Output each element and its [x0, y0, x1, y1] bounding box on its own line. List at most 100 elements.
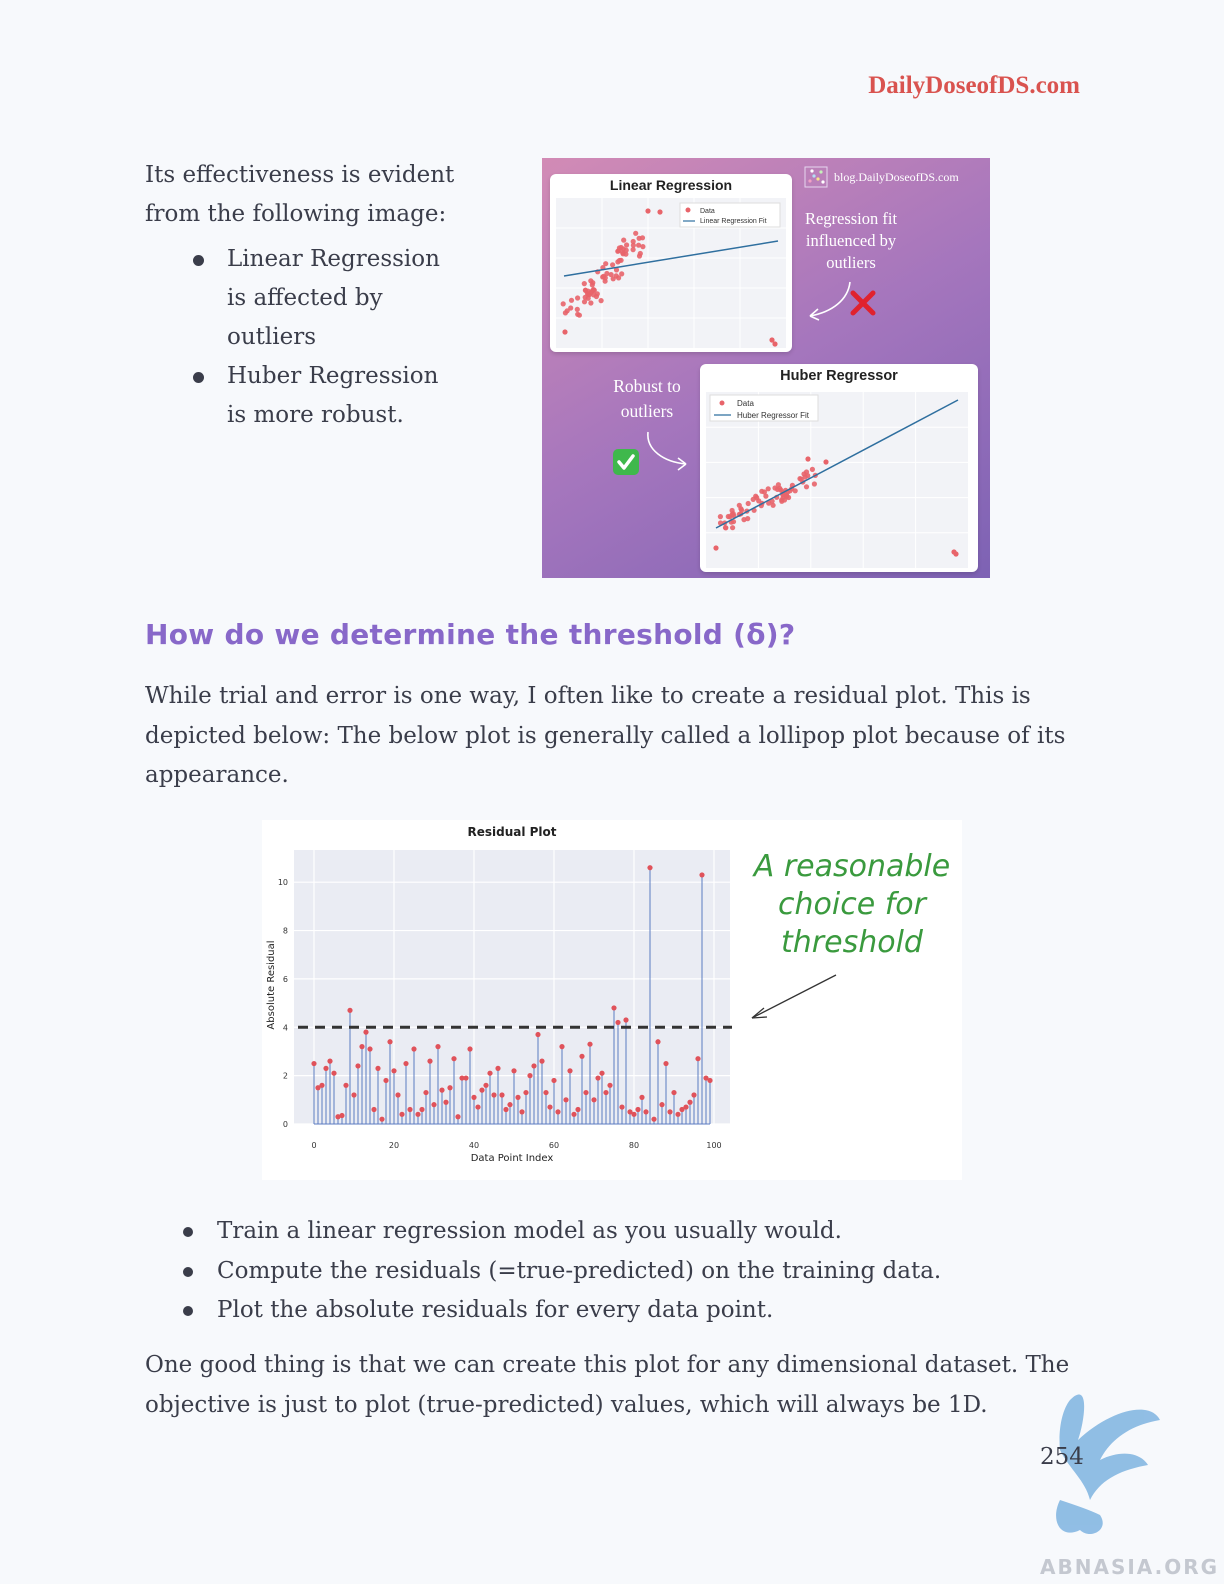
- data-point: [951, 549, 957, 555]
- residual-point: [575, 1106, 581, 1113]
- residual-point: [395, 1092, 401, 1098]
- residual-point: [691, 1092, 697, 1098]
- residual-point: [659, 1102, 665, 1108]
- page-number: 254: [1040, 1444, 1084, 1470]
- residual-point: [463, 1075, 469, 1081]
- data-point: [623, 251, 629, 257]
- legend-data: Data: [700, 208, 715, 215]
- x-tick-label: 80: [629, 1141, 639, 1150]
- residual-point: [471, 1094, 477, 1100]
- abnasia-logo: ABNASIA.ORG: [1040, 1394, 1219, 1579]
- data-point: [574, 306, 580, 312]
- data-point: [568, 297, 575, 303]
- residual-point: [543, 1089, 549, 1096]
- data-point: [616, 257, 623, 264]
- brand-header[interactable]: DailyDoseofDS.com: [868, 72, 1080, 99]
- residual-point: [451, 1056, 457, 1062]
- cross-mark-icon: [850, 290, 876, 316]
- step-item: Plot the absolute residuals for every da…: [145, 1291, 941, 1331]
- residual-point: [315, 1085, 321, 1091]
- data-point: [763, 493, 769, 499]
- y-axis-label: Absolute Residual: [266, 940, 277, 1029]
- residual-point: [447, 1085, 453, 1091]
- chart-title: Residual Plot: [467, 825, 556, 839]
- note-robust-to-outliers: Robust to outliers: [613, 376, 681, 421]
- closing-paragraph: One good thing is that we can create thi…: [145, 1352, 1070, 1418]
- data-point: [759, 488, 765, 494]
- residual-point: [331, 1070, 337, 1076]
- steps-list: Train a linear regression model as you u…: [145, 1212, 941, 1331]
- x-axis-label: Data Point Index: [471, 1153, 554, 1164]
- residual-point: [531, 1063, 537, 1069]
- residual-point: [391, 1068, 397, 1074]
- x-tick-label: 60: [549, 1141, 559, 1150]
- residual-point: [415, 1111, 421, 1117]
- data-point: [613, 267, 620, 273]
- residual-point: [399, 1111, 405, 1117]
- residual-point: [591, 1097, 597, 1103]
- residual-point: [631, 1111, 637, 1117]
- data-point: [582, 294, 588, 300]
- residual-point: [467, 1046, 473, 1052]
- residual-point: [359, 1044, 365, 1050]
- data-point: [604, 270, 610, 277]
- figure-watermark: blog.DailyDoseofDS.com: [834, 170, 959, 184]
- residual-point: [347, 1007, 353, 1013]
- residual-point: [687, 1099, 693, 1105]
- residual-point: [671, 1089, 677, 1096]
- residual-point: [615, 1019, 621, 1026]
- residual-point: [551, 1077, 557, 1084]
- residual-point: [643, 1109, 649, 1115]
- data-point: [805, 473, 811, 479]
- residual-point: [379, 1116, 385, 1122]
- residual-point: [323, 1065, 329, 1071]
- residual-point: [579, 1053, 585, 1059]
- residual-point: [411, 1046, 417, 1052]
- residual-plot-figure: 0 2 4 6 8 10 0 20 40 60 80 100 Residual Plot Data P…: [262, 820, 962, 1180]
- huber-regressor-plot: Data Huber Regressor Fit: [706, 392, 968, 568]
- residual-point: [603, 1089, 609, 1096]
- data-point: [581, 281, 587, 287]
- residual-point: [655, 1039, 661, 1045]
- intro-paragraph: While trial and error is one way, I ofte…: [145, 683, 1066, 788]
- y-tick-label: 8: [283, 927, 288, 936]
- residual-point: [311, 1060, 317, 1067]
- residual-point: [363, 1029, 369, 1035]
- data-point: [613, 273, 619, 279]
- residual-point: [679, 1106, 685, 1113]
- residual-point: [511, 1068, 517, 1074]
- residual-point: [623, 1017, 629, 1023]
- residual-point: [475, 1104, 481, 1110]
- residual-point: [455, 1114, 461, 1120]
- annotation: A reasonable choice for threshold: [752, 849, 950, 960]
- annotation-line: threshold: [781, 925, 924, 960]
- data-point: [615, 248, 622, 254]
- residual-point: [327, 1058, 333, 1064]
- watermark-text: ABNASIA.ORG: [1040, 1555, 1219, 1579]
- residual-point: [607, 1082, 613, 1088]
- data-point: [630, 247, 636, 253]
- data-point: [630, 238, 636, 245]
- data-point: [623, 247, 629, 253]
- annotation-arrow-icon: [751, 974, 837, 1019]
- data-point: [745, 500, 751, 507]
- data-point: [803, 484, 810, 490]
- residual-point: [443, 1099, 449, 1105]
- step-item: Compute the residuals (=true-predicted) …: [145, 1252, 941, 1292]
- residual-point: [487, 1070, 493, 1076]
- legend-fit: Linear Regression Fit: [700, 218, 767, 225]
- residual-point: [503, 1106, 509, 1113]
- data-point: [640, 244, 646, 250]
- data-point: [630, 242, 636, 248]
- residual-point: [699, 872, 705, 878]
- residual-point: [527, 1073, 533, 1079]
- data-point: [756, 498, 762, 504]
- data-point: [769, 337, 775, 343]
- data-point: [657, 209, 663, 215]
- residual-point: [427, 1058, 433, 1064]
- linear-regression-title: Linear Regression: [609, 177, 733, 193]
- y-tick-label: 10: [278, 878, 288, 887]
- data-point: [568, 305, 574, 311]
- data-point: [745, 516, 751, 522]
- residual-point: [627, 1109, 633, 1115]
